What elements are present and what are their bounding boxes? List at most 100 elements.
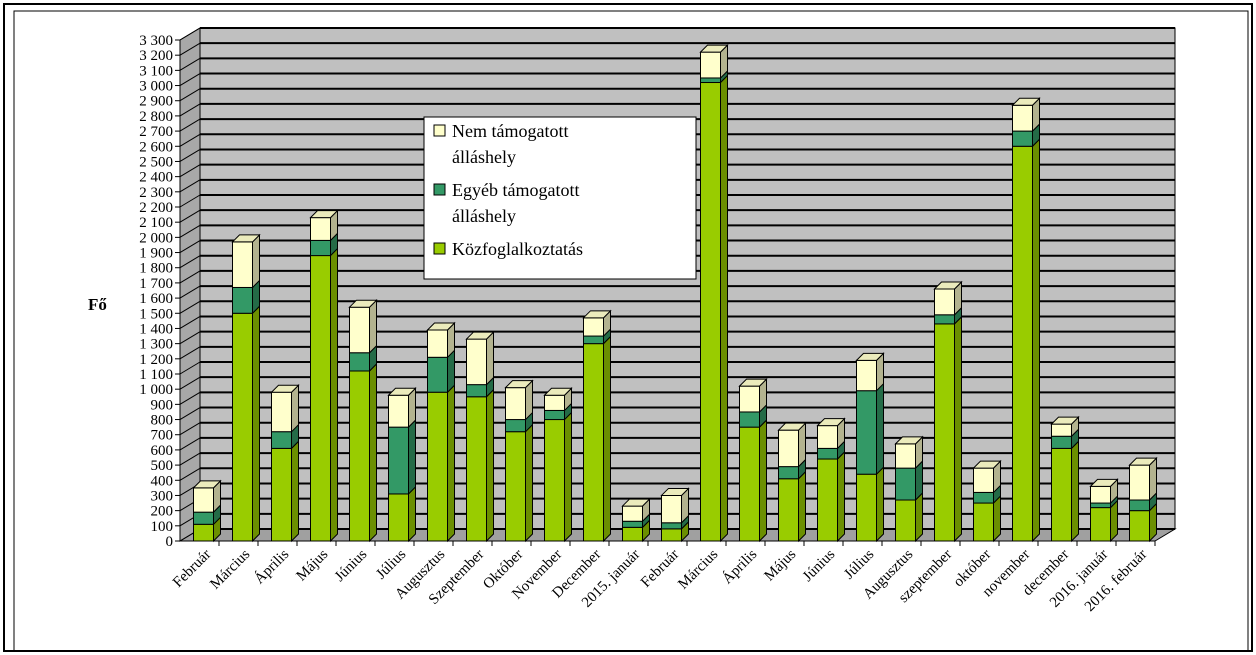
bar-top [621,498,651,507]
bar-top [816,418,846,427]
gridline-side [179,331,201,345]
y-tick-label: 2 000 [139,230,173,246]
bar-segment [661,522,682,530]
bar-segment [934,288,955,316]
gridline-side [179,194,201,208]
bar-segment [1012,130,1033,147]
bar-segment [583,317,604,337]
bar-segment [427,329,448,358]
gridline-side [179,346,201,360]
bar-segment [466,396,487,542]
gridline-side [179,422,201,436]
bar-segment [388,426,409,495]
bar-top [231,234,261,243]
bar-segment [622,526,643,542]
bar-segment-side [837,450,845,543]
gridline-side [179,224,201,238]
y-tick-label: 1 800 [139,261,173,277]
bar-segment-side [408,418,416,496]
gridline-side [179,240,201,253]
y-tick-label: 1 100 [139,367,173,383]
bar-segment-side [252,233,260,289]
bar-top [426,322,456,331]
bar-segment [661,528,682,542]
bar-top [1128,457,1158,466]
bar-segment [973,491,994,504]
inner-border [13,10,1249,652]
legend-box [423,116,697,280]
y-tick-label: 200 [151,504,174,520]
bar-segment [973,502,994,542]
gridline-side [179,73,201,86]
bar-segment-side [291,384,299,433]
y-tick-label: 2 400 [139,170,173,186]
legend-label: álláshely [452,206,516,226]
bar-segment [700,51,721,79]
bar-segment [310,239,331,257]
y-tick-label: 900 [151,397,174,413]
category-label: Május [293,546,331,584]
bar-segment [1090,502,1111,509]
bar-top [309,210,339,219]
bar-top [738,378,768,387]
category-label: Július [373,546,409,582]
bar-segment [934,323,955,542]
bar-segment [466,384,487,398]
y-tick-label: 500 [151,458,174,474]
gridline-side [179,118,201,132]
bar-segment [583,343,604,542]
bar-top [933,281,963,290]
bar-top [972,460,1002,469]
y-tick-label: 0 [166,534,174,550]
legend-swatch [433,242,446,255]
bar-top [348,299,378,308]
bar-segment [700,77,721,84]
bar-segment [1129,464,1150,501]
bar-segment [427,356,448,393]
bar-segment-side [408,485,416,543]
legend-label: álláshely [452,147,516,167]
category-label: Március [207,546,253,592]
bar-segment [1129,499,1150,512]
y-tick-label: 1 200 [139,352,173,368]
bar-segment [544,419,565,542]
bar-segment [232,241,253,288]
bar-segment [778,478,799,542]
y-tick-label: 3 200 [139,48,173,64]
bar-top [387,387,417,396]
bar-segment-side [252,305,260,543]
bar-segment-side [798,470,806,543]
category-label: Május [761,546,799,584]
bar-segment [544,394,565,411]
bar-segment-side [486,388,494,543]
legend-label: Egyéb támogatott [452,180,579,200]
gridline-side [179,437,201,451]
bar-top [504,380,534,389]
gridline-side [179,209,201,223]
bar-segment-side [993,494,1001,543]
y-tick-label: 1 500 [139,306,173,322]
bar-segment-side [759,418,767,543]
bar-segment [817,458,838,542]
bar-segment [661,494,682,524]
category-label: Június [800,546,839,585]
category-label: Február [638,547,682,591]
bar-segment-side [564,411,572,543]
y-tick-label: 2 100 [139,215,173,231]
category-label: Április [719,546,761,588]
gridline-side [179,316,201,329]
bar-segment-side [330,247,338,543]
bar-segment [739,411,760,428]
y-tick-label: 3 300 [139,33,173,49]
gridline-side [179,285,201,299]
y-tick-label: 2 500 [139,154,173,170]
bar-segment [856,359,877,392]
bar-segment [232,286,253,314]
bar-top [465,331,495,340]
bar-segment-side [876,382,884,476]
bar-top [855,352,885,361]
bar-top [699,44,729,53]
y-tick-label: 600 [151,443,174,459]
